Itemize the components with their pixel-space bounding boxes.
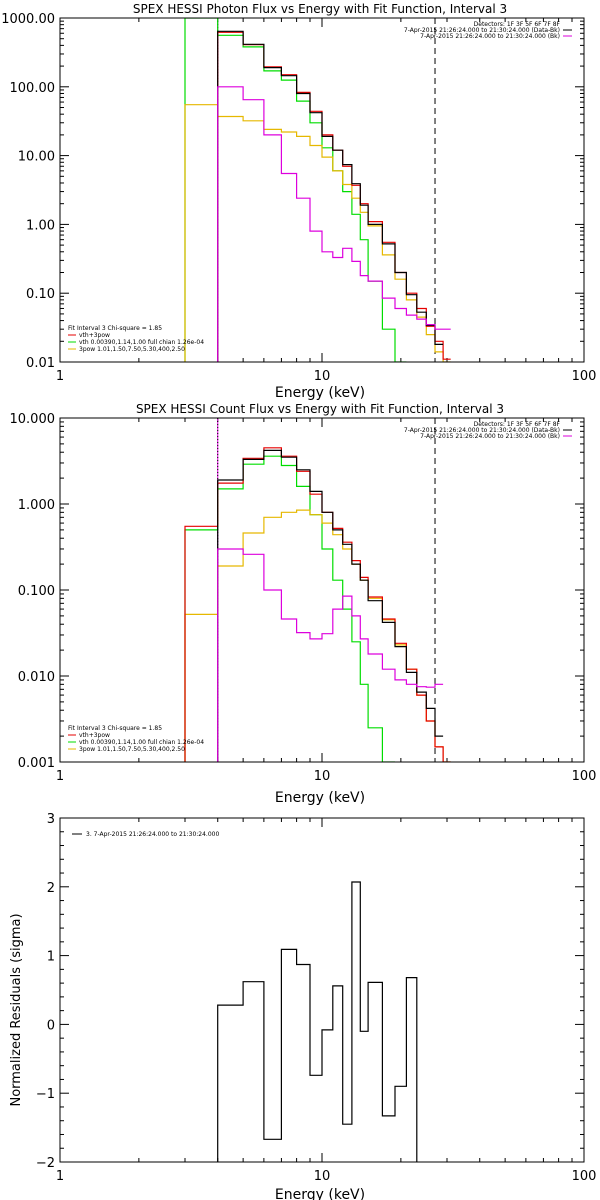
y-tick-label: 1.00 [26,218,55,233]
plot-residuals: 1 10 100 −2 −1 0 1 2 3 3. 7-Apr-2015 21:26:24.000… [36,812,597,1184]
series-data [217,449,444,762]
y-tick-label: −1 [36,1087,55,1102]
x-tick-label: 100 [572,1169,597,1184]
y-tick-label: 100.00 [10,81,56,96]
series-total [217,31,451,362]
legend-entry: 7-Apr-2015 21:26:24.000 to 21:30:24.000 … [404,427,560,434]
y-tick-label: 0.010 [18,670,55,685]
legend-entry: 7-Apr-2015 21:26:24.000 to 21:30:24.000 … [420,33,560,40]
legend-entry: Detectors: 1F 3F 5F 6F 7F 8F [474,421,561,428]
series-background [217,86,451,362]
series-data [217,30,444,362]
y-tick-label: 1000.00 [1,12,55,27]
legend-entry: vth+3pow [79,732,110,739]
x-tick-label: 100 [572,369,597,384]
legend-entry: 7-Apr-2015 21:26:24.000 to 21:30:24.000 … [420,433,560,440]
plot-photon-flux: 1 10 100 0.01 0.10 1.00 10.00 100.00 1000.00 Dete… [1,12,596,384]
panel-residuals: Energy (keV) Normalized Residuals (sigma… [9,812,596,1200]
y-axis-label: Normalized Residuals (sigma) [9,913,24,1106]
legend-entry: vth 0.00390,1.14,1.00 full chian 1.26e-0… [79,339,204,346]
plot-frame [59,417,585,763]
panel-photon-flux: SPEX HESSI Photon Flux vs Energy with Fi… [1,2,596,401]
x-tick-label: 1 [56,1169,64,1184]
y-tick-label: 0.001 [18,756,55,771]
x-axis-label: Energy (keV) [275,790,365,806]
y-tick-label: 0.10 [26,287,55,302]
y-tick-label: 10.00 [18,150,55,165]
y-tick-label: 0.100 [18,584,55,599]
legend-entry: 3. 7-Apr-2015 21:26:24.000 to 21:30:24.0… [86,831,219,838]
x-tick-label: 10 [314,769,331,784]
plot-count-flux: 1 10 100 0.001 0.010 0.100 1.000 10.000 Detector… [10,412,597,784]
x-tick-label: 1 [56,369,64,384]
y-tick-label: 2 [47,881,55,896]
series-total [184,447,451,762]
legend-entry: 7-Apr-2015 21:26:24.000 to 21:30:24.000 … [404,27,560,34]
y-tick-label: 0.01 [26,356,55,371]
legend-entry: 3pow 1.01,1.50,7.50,5.30,400,2.50 [79,746,185,753]
x-axis-label: Energy (keV) [275,385,365,401]
y-tick-label: 10.000 [10,412,56,427]
panel-count-flux: SPEX HESSI Count Flux vs Energy with Fit… [10,402,597,806]
y-tick-label: 1.000 [18,498,55,513]
y-tick-label: −2 [36,1156,55,1171]
legend-entry: vth 0.00390,1.14,1.00 full chian 1.26e-0… [79,739,204,746]
panel-title: SPEX HESSI Photon Flux vs Energy with Fi… [133,2,507,16]
series-thermal [184,455,395,762]
series-background [217,548,444,762]
x-tick-label: 10 [314,1169,331,1184]
x-tick-label: 100 [572,769,597,784]
series-data [217,881,418,1162]
y-tick-label: 1 [47,950,55,965]
legend-entry: 3pow 1.01,1.50,7.50,5.30,400,2.50 [79,346,185,353]
series-powerlaw [184,104,451,362]
plot-frame [59,817,585,1163]
legend-entry: Fit Interval 3 Chi-square = 1.85 [68,325,162,332]
legend-entry: Detectors: 1F 3F 5F 6F 7F 8F [474,21,561,28]
y-tick-label: 3 [47,812,55,827]
legend-entry: Fit Interval 3 Chi-square = 1.85 [68,725,162,732]
panel-title: SPEX HESSI Count Flux vs Energy with Fit… [136,402,504,416]
series-powerlaw [184,509,451,762]
y-tick-label: 0 [47,1018,55,1033]
x-tick-label: 1 [56,769,64,784]
legend-entry: vth+3pow [79,332,110,339]
plot-frame [59,17,585,363]
x-tick-label: 10 [314,369,331,384]
x-axis-label: Energy (keV) [275,1187,365,1200]
